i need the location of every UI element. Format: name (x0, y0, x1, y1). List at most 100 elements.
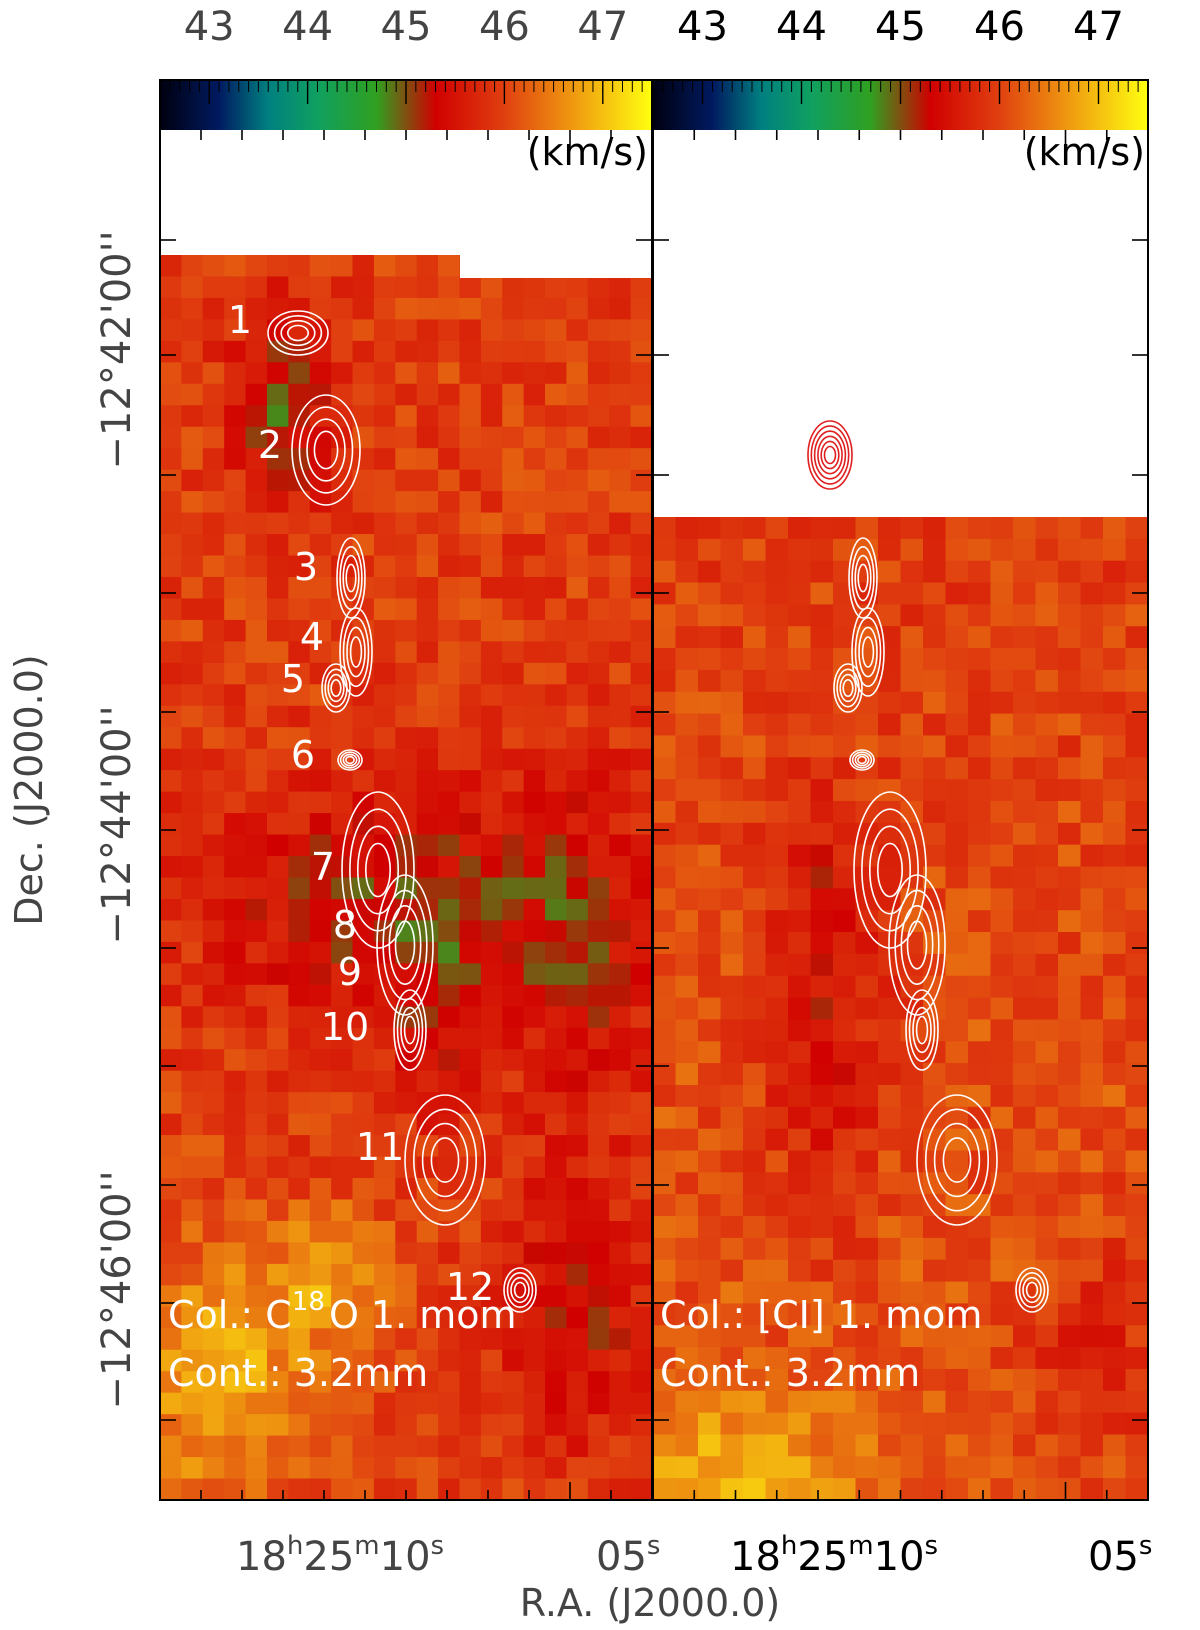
heatmap-cell (833, 1019, 857, 1042)
heatmap-cell (1125, 1390, 1148, 1414)
heatmap-cell (245, 748, 268, 771)
heatmap-cell (331, 383, 354, 406)
heatmap-cell (653, 1194, 677, 1217)
map-blank-notch (249, 233, 293, 255)
heatmap-cell (1035, 1478, 1059, 1500)
heatmap-cell (1013, 626, 1037, 649)
heatmap-cell (923, 779, 947, 802)
heatmap-cell (459, 1242, 482, 1265)
heatmap-cell (587, 834, 610, 857)
heatmap-cell (566, 555, 589, 578)
heatmap-cell (788, 1259, 812, 1283)
heatmap-cell (352, 1156, 375, 1179)
heatmap-cell (202, 491, 225, 514)
heatmap-cell (181, 1156, 204, 1179)
continuum-contour (853, 791, 927, 949)
heatmap-cell (309, 1263, 332, 1286)
heatmap-cell (923, 1281, 947, 1304)
heatmap-cell (675, 604, 699, 627)
heatmap-cell (878, 538, 902, 562)
heatmap-cell (224, 1263, 247, 1286)
heatmap-cell (653, 932, 677, 955)
heatmap-cell (653, 800, 677, 824)
heatmap-cell (566, 1070, 589, 1093)
heatmap-cell (743, 1478, 767, 1500)
heatmap-cell (1058, 604, 1082, 627)
heatmap-cell (1013, 1106, 1037, 1130)
heatmap-cell (1103, 1390, 1127, 1414)
heatmap-cell (698, 757, 722, 780)
heatmap-cell (900, 1281, 924, 1304)
heatmap-cell (653, 888, 677, 911)
heatmap-cell (765, 691, 789, 715)
heatmap-cell (266, 1178, 289, 1201)
heatmap-cell (523, 534, 546, 557)
heatmap-cell (224, 491, 247, 514)
heatmap-cell (352, 941, 375, 964)
heatmap-cell (480, 426, 503, 449)
heatmap-cell (502, 1478, 525, 1500)
heatmap-cell (609, 576, 632, 600)
heatmap-cell (288, 1220, 311, 1244)
heatmap-cell (1058, 910, 1082, 933)
heatmap-cell (545, 1371, 568, 1394)
heatmap-cell (990, 1106, 1014, 1130)
heatmap-cell (609, 512, 632, 535)
continuum-contour (513, 1281, 527, 1299)
heatmap-cell (855, 953, 879, 977)
heatmap-cell (202, 1285, 225, 1308)
heatmap-cell (587, 813, 610, 836)
heatmap-cell (566, 1049, 589, 1072)
heatmap-cell (923, 1216, 947, 1239)
heatmap-cell (675, 1019, 699, 1042)
heatmap-cell (523, 1478, 546, 1500)
heatmap-cell (1125, 604, 1148, 627)
heatmap-cell (810, 997, 834, 1021)
heatmap-cell (743, 735, 767, 758)
heatmap-cell (675, 1063, 699, 1086)
heatmap-cell (545, 1220, 568, 1244)
heatmap-cell (288, 727, 311, 750)
heatmap-cell (224, 1156, 247, 1179)
colorbar-left (159, 80, 653, 130)
heatmap-cell (309, 1328, 332, 1351)
heatmap-cell (523, 512, 546, 535)
heatmap-cell (566, 598, 589, 621)
heatmap-cell (743, 691, 767, 715)
heatmap-cell (160, 405, 182, 428)
heatmap-cell (545, 340, 568, 363)
heatmap-cell (352, 598, 375, 621)
heatmap-cell (675, 669, 699, 693)
heatmap-cell (224, 1027, 247, 1050)
heatmap-cell (945, 866, 969, 889)
heatmap-cell (923, 1347, 947, 1370)
heatmap-cell (202, 813, 225, 836)
heatmap-cell (438, 405, 461, 428)
heatmap-cell (309, 340, 332, 363)
heatmap-cell (245, 1113, 268, 1136)
heatmap-cell (523, 1199, 546, 1222)
heatmap-cell (945, 1019, 969, 1042)
heatmap-cell (720, 757, 744, 780)
heatmap-cell (202, 684, 225, 707)
heatmap-cell (502, 791, 525, 814)
heatmap-cell (968, 1347, 992, 1370)
heatmap-cell (545, 641, 568, 664)
heatmap-cell (587, 448, 610, 471)
heatmap-cell (502, 555, 525, 578)
heatmap-cell (630, 1457, 652, 1480)
heatmap-cell (743, 1237, 767, 1261)
heatmap-cell (566, 1414, 589, 1437)
heatmap-cell (1080, 1172, 1104, 1195)
heatmap-cell (1080, 997, 1104, 1021)
heatmap-cell (1125, 888, 1148, 911)
heatmap-cell (833, 735, 857, 758)
heatmap-cell (698, 1303, 722, 1326)
heatmap-cell (523, 276, 546, 299)
heatmap-cell (1058, 888, 1082, 911)
heatmap-cell (288, 705, 311, 728)
heatmap-cell (630, 598, 652, 621)
heatmap-cell (245, 426, 268, 449)
heatmap-cell (1103, 1106, 1127, 1130)
heatmap-cell (810, 1063, 834, 1086)
